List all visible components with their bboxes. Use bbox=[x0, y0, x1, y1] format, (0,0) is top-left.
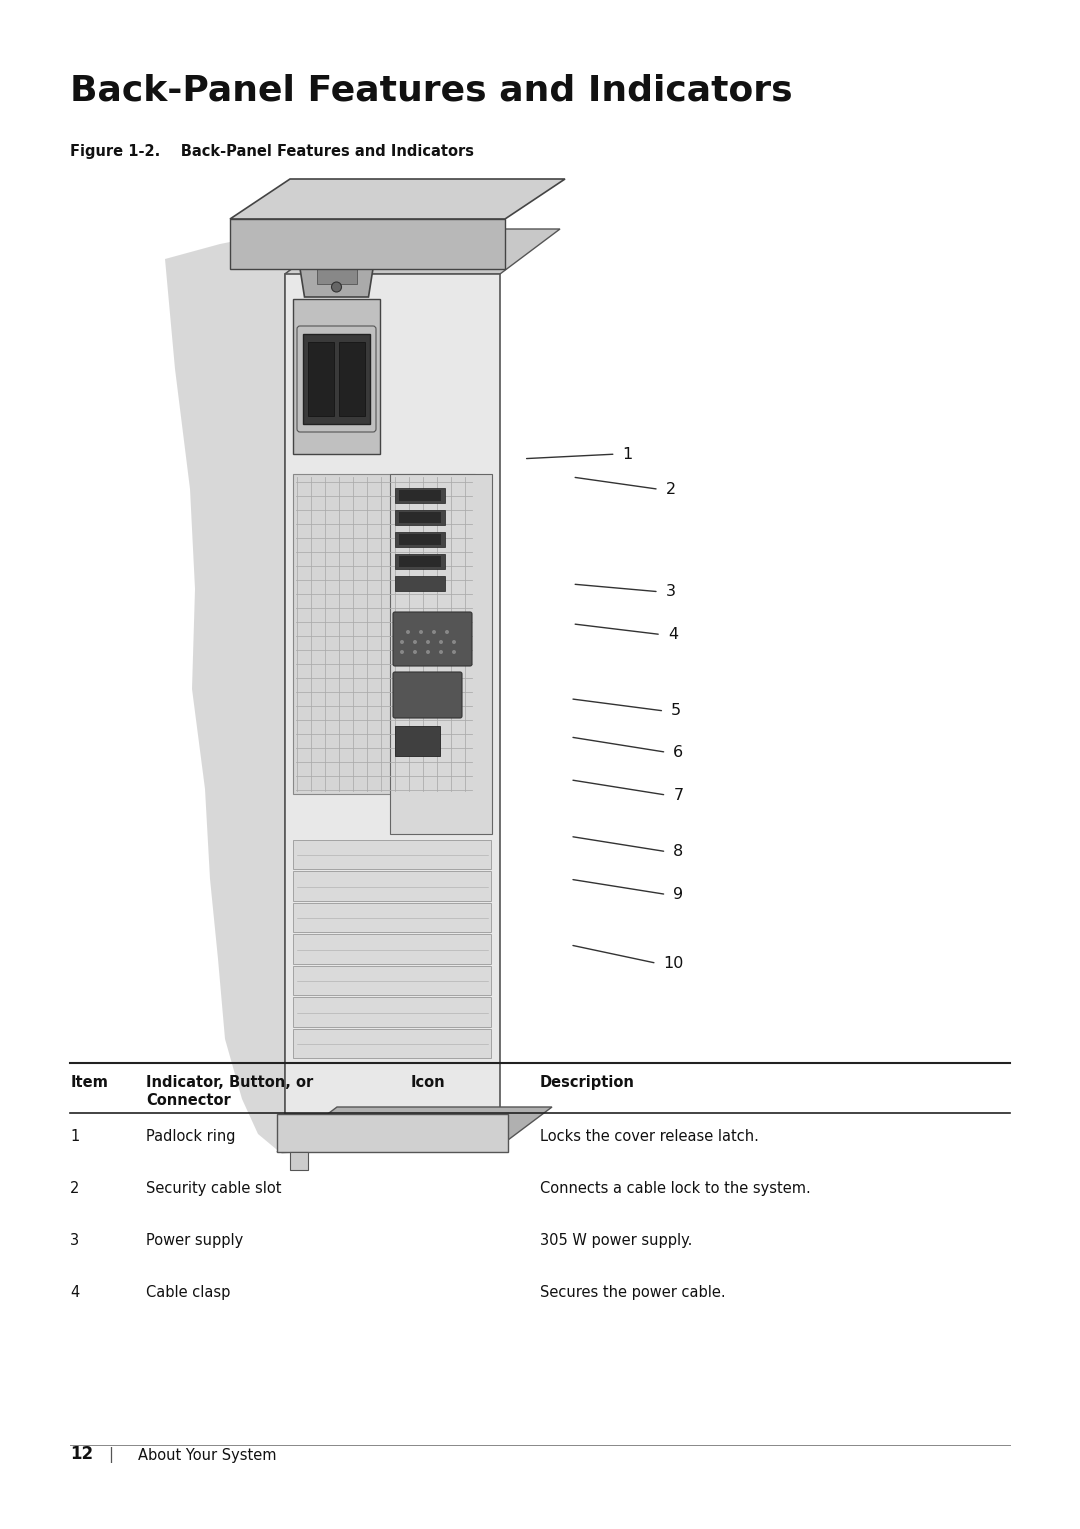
Polygon shape bbox=[285, 229, 345, 1115]
Bar bbox=[293, 1029, 491, 1058]
Text: 4: 4 bbox=[70, 1284, 80, 1300]
Bar bbox=[395, 553, 445, 569]
Polygon shape bbox=[230, 179, 565, 219]
Bar bbox=[399, 534, 441, 544]
Text: 3: 3 bbox=[665, 584, 676, 599]
Text: Description: Description bbox=[540, 1075, 635, 1090]
Bar bbox=[291, 1151, 308, 1170]
Bar bbox=[395, 576, 445, 592]
Polygon shape bbox=[230, 219, 505, 269]
Text: Cable clasp: Cable clasp bbox=[146, 1284, 230, 1300]
Text: 12: 12 bbox=[70, 1445, 93, 1463]
Bar bbox=[293, 997, 491, 1026]
Polygon shape bbox=[298, 209, 375, 297]
Circle shape bbox=[432, 630, 436, 635]
Bar bbox=[276, 1115, 508, 1151]
Text: Power supply: Power supply bbox=[146, 1232, 243, 1248]
Text: Locks the cover release latch.: Locks the cover release latch. bbox=[540, 1128, 759, 1144]
Bar bbox=[395, 511, 445, 524]
Text: Item: Item bbox=[70, 1075, 108, 1090]
Text: Back-Panel Features and Indicators: Back-Panel Features and Indicators bbox=[70, 73, 793, 107]
Polygon shape bbox=[276, 1107, 552, 1151]
Polygon shape bbox=[165, 199, 470, 1154]
Circle shape bbox=[438, 650, 443, 654]
Text: 2: 2 bbox=[665, 482, 676, 497]
Circle shape bbox=[332, 281, 341, 292]
Bar bbox=[399, 557, 441, 567]
Bar bbox=[339, 342, 365, 416]
Circle shape bbox=[453, 641, 456, 644]
Text: 9: 9 bbox=[673, 887, 684, 902]
Circle shape bbox=[400, 650, 404, 654]
Circle shape bbox=[426, 650, 430, 654]
Bar bbox=[395, 488, 445, 503]
Bar bbox=[303, 333, 370, 424]
Bar bbox=[293, 839, 491, 870]
Text: Indicator, Button, or: Indicator, Button, or bbox=[146, 1075, 313, 1090]
Circle shape bbox=[413, 641, 417, 644]
Circle shape bbox=[453, 650, 456, 654]
Text: 4: 4 bbox=[667, 627, 678, 642]
Text: 1: 1 bbox=[622, 446, 633, 462]
Text: 2: 2 bbox=[70, 1180, 80, 1196]
Text: 7: 7 bbox=[673, 787, 684, 803]
Text: Secures the power cable.: Secures the power cable. bbox=[540, 1284, 726, 1300]
Text: |: | bbox=[108, 1448, 113, 1463]
Bar bbox=[395, 726, 440, 755]
Text: Figure 1-2.    Back-Panel Features and Indicators: Figure 1-2. Back-Panel Features and Indi… bbox=[70, 144, 474, 159]
Bar bbox=[293, 474, 475, 794]
Circle shape bbox=[438, 641, 443, 644]
FancyBboxPatch shape bbox=[393, 673, 462, 719]
Bar bbox=[293, 300, 380, 454]
Text: Padlock ring: Padlock ring bbox=[146, 1128, 235, 1144]
Bar bbox=[285, 274, 500, 1115]
Text: Connector: Connector bbox=[146, 1093, 230, 1107]
Circle shape bbox=[413, 650, 417, 654]
Text: 1: 1 bbox=[70, 1128, 80, 1144]
Text: Connects a cable lock to the system.: Connects a cable lock to the system. bbox=[540, 1180, 811, 1196]
Circle shape bbox=[445, 630, 449, 635]
Bar bbox=[293, 934, 491, 963]
Bar bbox=[399, 512, 441, 523]
Text: About Your System: About Your System bbox=[138, 1448, 276, 1463]
Text: 305 W power supply.: 305 W power supply. bbox=[540, 1232, 692, 1248]
Circle shape bbox=[406, 630, 410, 635]
Bar bbox=[293, 872, 491, 901]
Bar bbox=[395, 532, 445, 547]
Bar bbox=[308, 342, 334, 416]
Bar bbox=[399, 489, 441, 502]
Text: 8: 8 bbox=[673, 844, 684, 859]
Circle shape bbox=[426, 641, 430, 644]
Text: Icon: Icon bbox=[410, 1075, 445, 1090]
Circle shape bbox=[419, 630, 423, 635]
Text: 5: 5 bbox=[671, 703, 681, 719]
Text: 10: 10 bbox=[663, 956, 684, 971]
Text: 6: 6 bbox=[673, 745, 684, 760]
Circle shape bbox=[400, 641, 404, 644]
Polygon shape bbox=[285, 229, 561, 274]
Bar bbox=[316, 225, 356, 284]
Bar bbox=[293, 966, 491, 995]
Bar bbox=[390, 474, 492, 833]
FancyBboxPatch shape bbox=[393, 612, 472, 667]
Text: Security cable slot: Security cable slot bbox=[146, 1180, 281, 1196]
Text: 3: 3 bbox=[70, 1232, 79, 1248]
Bar bbox=[293, 902, 491, 933]
